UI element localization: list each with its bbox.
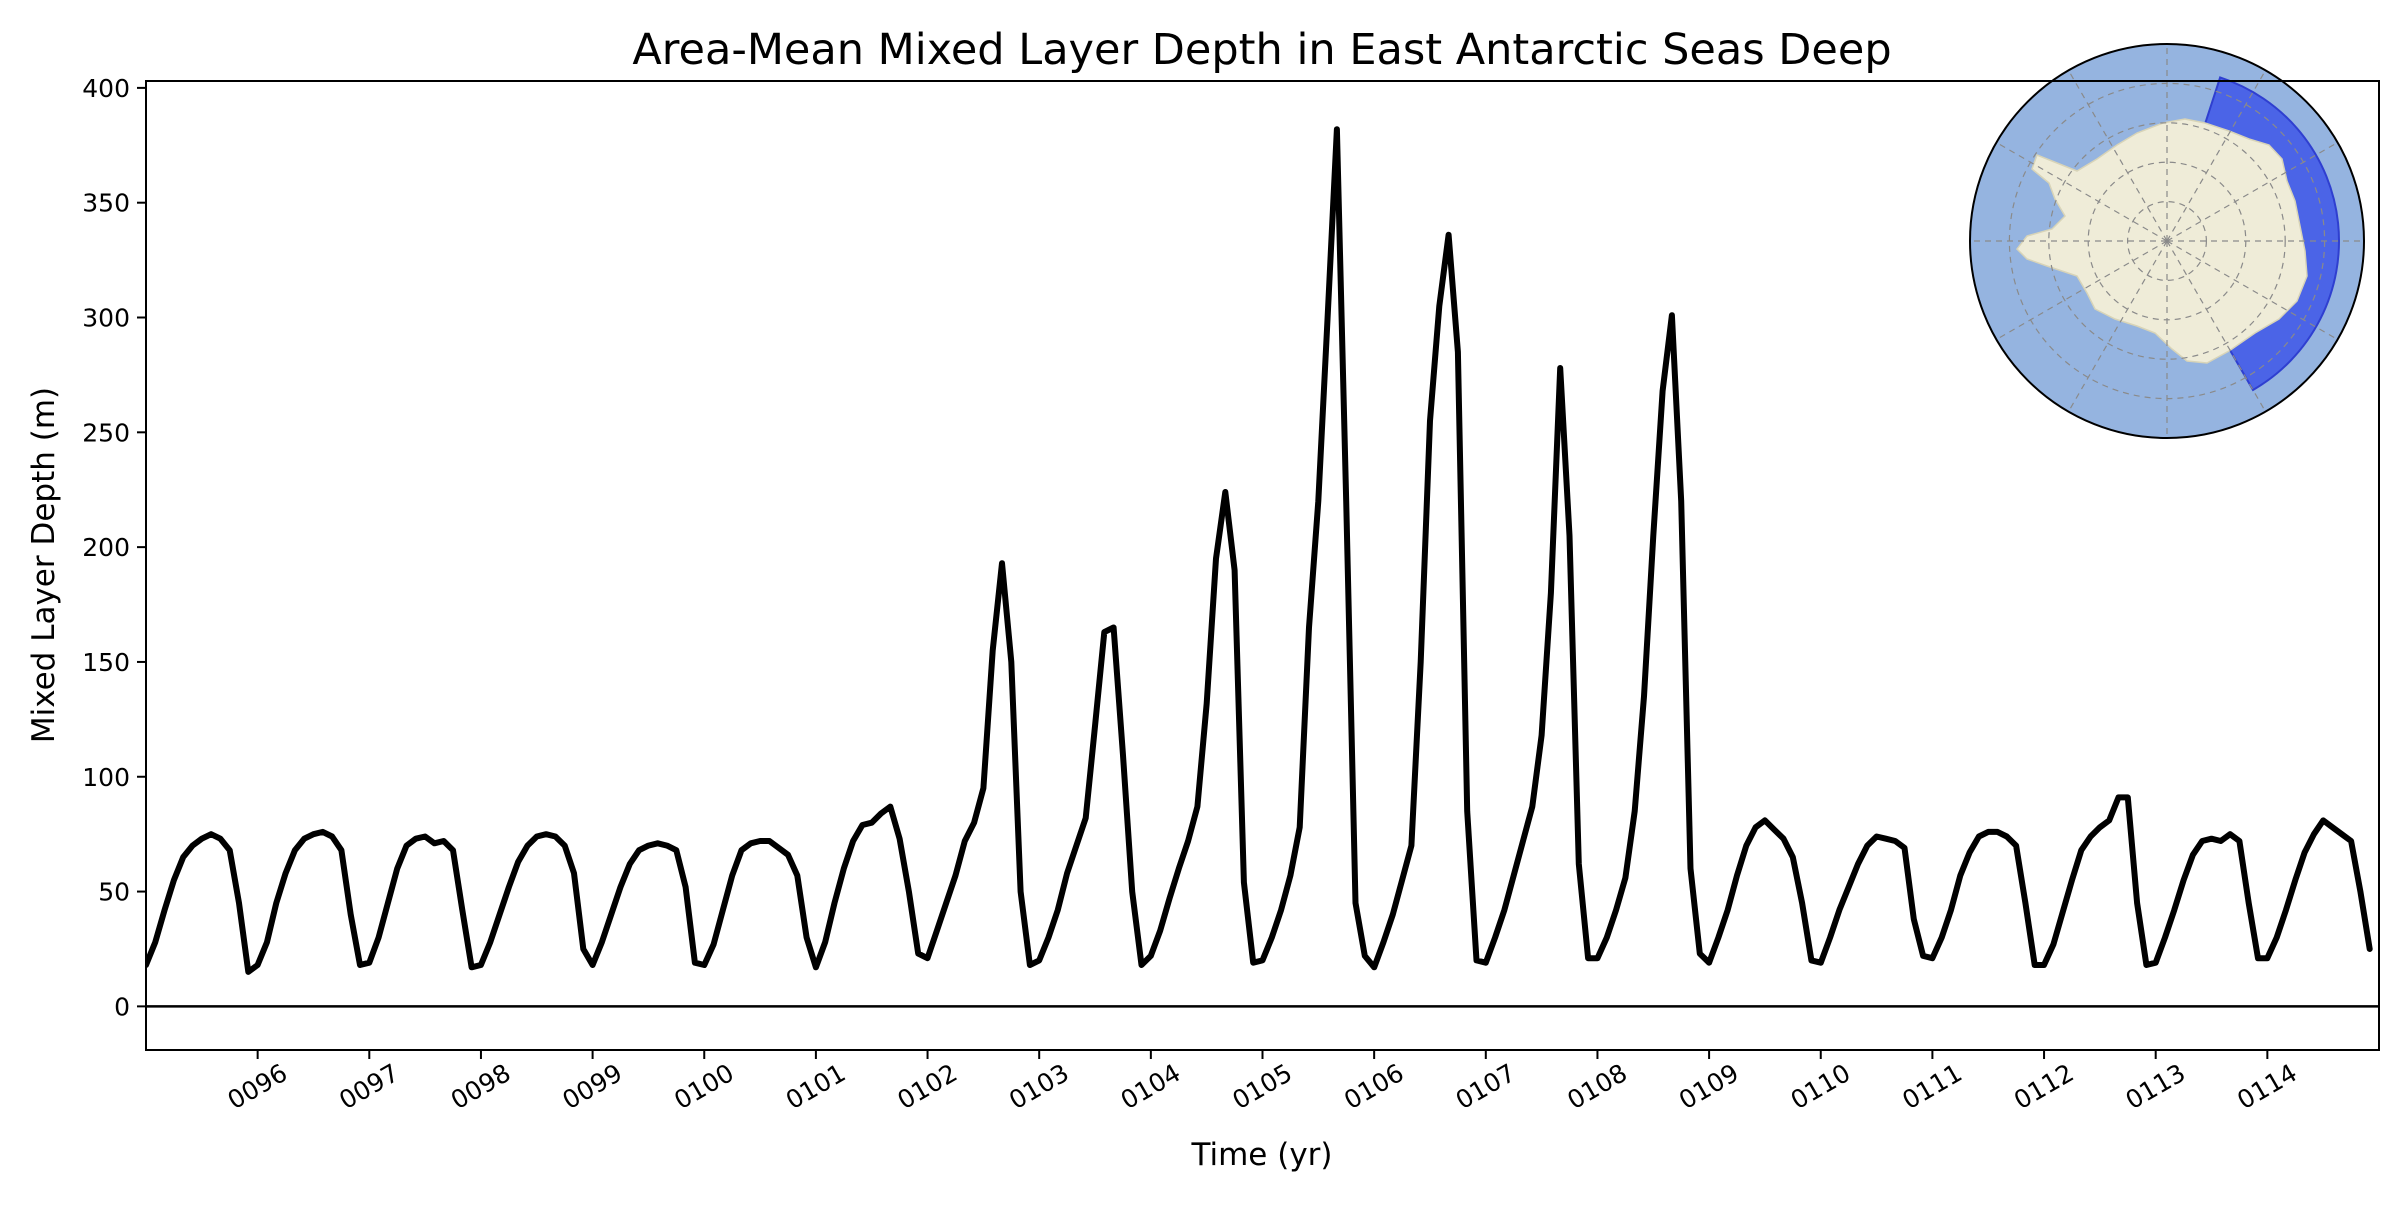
plot-area xyxy=(145,80,2380,1051)
y-tick-label: 400 xyxy=(82,74,130,103)
map-latitude-circle xyxy=(2048,122,2286,360)
x-tick-label: 0103 xyxy=(1004,1058,1074,1115)
series-line xyxy=(146,126,2373,975)
x-axis-label: Time (yr) xyxy=(1191,1137,1333,1173)
y-tick-label: 0 xyxy=(114,992,130,1021)
y-tick-label: 50 xyxy=(98,878,130,907)
y-tick-label: 100 xyxy=(82,763,130,792)
y-tick-label: 350 xyxy=(82,189,130,218)
map-boundary xyxy=(1969,43,2365,439)
x-tick-label: 0108 xyxy=(1562,1058,1632,1115)
y-tick-label: 200 xyxy=(82,533,130,562)
y-tick-label: 300 xyxy=(82,304,130,333)
x-tick-label: 0098 xyxy=(446,1058,516,1115)
x-tick-label: 0097 xyxy=(334,1058,404,1115)
x-tick-label: 0109 xyxy=(1674,1058,1744,1115)
y-axis: 0 50 100 150 200 250 300 350 400 xyxy=(82,74,146,1021)
x-axis: 0096 0097 0098 0099 0100 0101 0102 0103 0104 0105… xyxy=(223,1050,2302,1115)
x-tick-label: 0096 xyxy=(223,1058,293,1115)
y-tick-label: 250 xyxy=(82,418,130,447)
inset-polar-map xyxy=(1969,43,2365,439)
x-tick-label: 0104 xyxy=(1116,1058,1186,1115)
y-tick-label: 150 xyxy=(82,648,130,677)
x-tick-label: 0102 xyxy=(892,1058,962,1115)
map-latitude-circle xyxy=(2127,201,2208,282)
x-tick-label: 0114 xyxy=(2232,1058,2302,1115)
x-tick-label: 0100 xyxy=(669,1058,739,1115)
x-tick-label: 0113 xyxy=(2121,1058,2191,1115)
x-tick-label: 0111 xyxy=(1897,1058,1967,1115)
chart-title: Area-Mean Mixed Layer Depth in East Anta… xyxy=(632,25,1891,75)
x-tick-label: 0105 xyxy=(1227,1058,1297,1115)
x-tick-label: 0101 xyxy=(781,1058,851,1115)
y-axis-label: Mixed Layer Depth (m) xyxy=(26,387,62,743)
x-tick-label: 0112 xyxy=(2009,1058,2079,1115)
x-tick-label: 0099 xyxy=(558,1058,628,1115)
x-tick-label: 0106 xyxy=(1339,1058,1409,1115)
x-tick-label: 0107 xyxy=(1451,1058,1521,1115)
x-tick-label: 0110 xyxy=(1786,1058,1856,1115)
